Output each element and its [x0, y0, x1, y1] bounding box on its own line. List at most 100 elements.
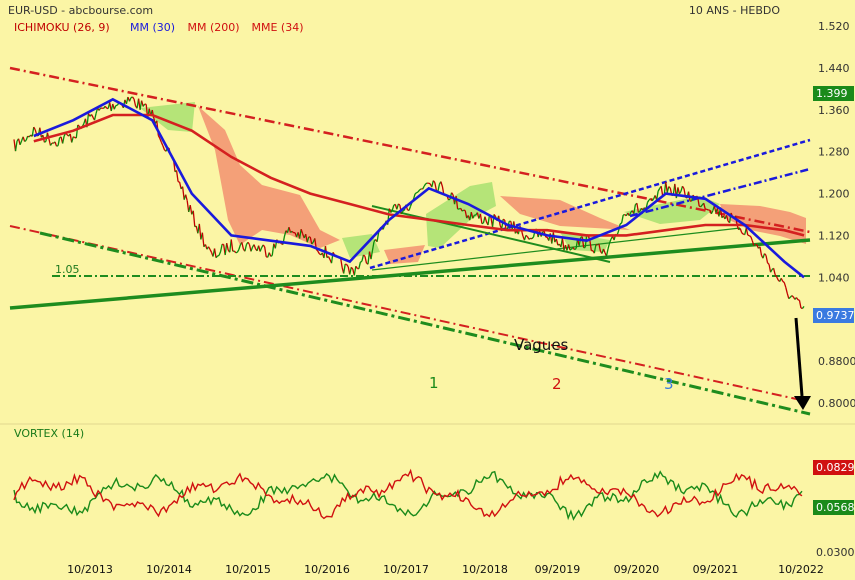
price-segment [215, 255, 219, 259]
price-segment [605, 248, 609, 257]
price-segment [428, 182, 431, 185]
price-segment [759, 246, 763, 256]
price-segment [419, 188, 422, 191]
price-segment [785, 287, 788, 294]
price-segment [677, 187, 681, 195]
price-segment [528, 237, 531, 240]
price-segment [370, 249, 374, 260]
price-segment [230, 239, 234, 252]
price-segment [783, 282, 787, 288]
price-segment [160, 141, 164, 147]
price-segment [113, 105, 117, 110]
price-segment [241, 242, 245, 250]
price-segment [177, 181, 180, 183]
price-segment [219, 244, 223, 252]
wave-number-2: 2 [552, 375, 562, 393]
x-tick-label: 09/2019 [535, 563, 581, 576]
price-segment [481, 222, 484, 225]
price-segment [224, 243, 228, 256]
vortex-plus-line [13, 468, 803, 520]
kumo-patch [500, 196, 630, 230]
price-segment [371, 241, 375, 251]
price-segment [747, 234, 750, 237]
price-segment [290, 230, 293, 234]
price-segment [48, 138, 52, 146]
price-segment [61, 135, 65, 144]
price-segment [162, 145, 166, 150]
legend-entry: MM (200) [188, 21, 240, 34]
price-segment [680, 186, 684, 192]
level-marker-value: 1.399 [816, 87, 848, 100]
symbol-title: EUR-USD - abcbourse.com [8, 4, 153, 17]
price-segment [19, 140, 23, 146]
price-segment [767, 262, 770, 265]
wave-number-3: 3 [664, 375, 674, 393]
price-segment [157, 135, 161, 139]
price-segment [77, 124, 80, 127]
price-segment [300, 229, 304, 235]
price-segment [440, 181, 444, 187]
price-segment [417, 189, 421, 193]
x-tick-label: 10/2013 [67, 563, 113, 576]
price-segment [608, 238, 612, 244]
wave-number-1: 1 [429, 374, 439, 392]
vortex-title: VORTEX (14) [14, 427, 84, 440]
price-segment [678, 191, 682, 195]
price-segment [795, 297, 799, 301]
x-tick-label: 10/2014 [146, 563, 192, 576]
price-segment [791, 295, 794, 298]
price-segment [762, 253, 766, 259]
period-label: 10 ANS - HEBDO [689, 4, 780, 17]
price-segment [464, 210, 468, 219]
price-segment [636, 203, 640, 213]
price-segment [460, 208, 463, 212]
price-segment [772, 268, 776, 275]
price-segment [262, 244, 266, 248]
price-segment [14, 140, 18, 152]
legend-entry: MM (30) [130, 21, 175, 34]
price-segment [423, 183, 427, 187]
price-segment [346, 264, 349, 268]
y-tick-label: 1.360 [818, 104, 850, 117]
price-segment [175, 170, 179, 182]
price-segment [710, 210, 714, 215]
price-segment [400, 210, 404, 215]
price-segment [589, 239, 592, 251]
price-segment [201, 232, 205, 247]
price-segment [353, 266, 357, 276]
price-segment [397, 203, 401, 206]
price-segment [142, 103, 146, 107]
price-segment [703, 203, 706, 210]
price-segment [798, 300, 802, 309]
price-segment [502, 218, 506, 221]
price-segment [31, 127, 35, 137]
vi-plus-value: 0.0829 [816, 461, 855, 474]
price-segment [633, 204, 637, 214]
price-segment [270, 254, 273, 257]
price-segment [185, 194, 188, 201]
waves-label: Vagues [514, 336, 569, 354]
price-segment [198, 223, 202, 240]
y-tick-label: 1.120 [818, 229, 850, 242]
price-segment [25, 135, 29, 141]
price-segment [271, 243, 275, 256]
price-segment [593, 244, 597, 254]
projection-arrow-head [794, 396, 811, 410]
price-segment [349, 267, 352, 275]
price-segment [598, 243, 602, 252]
price-segment [33, 126, 36, 131]
price-segment [725, 215, 729, 222]
price-segment [681, 185, 685, 189]
price-segment [192, 210, 196, 227]
price-segment [250, 246, 254, 252]
last-price-value: 0.9737 [816, 309, 855, 322]
price-segment [408, 206, 412, 211]
price-segment [317, 250, 320, 255]
price-segment [561, 237, 565, 251]
price-segment [780, 277, 784, 282]
price-segment [75, 124, 79, 139]
price-segment [567, 244, 571, 251]
price-segment [523, 235, 527, 241]
